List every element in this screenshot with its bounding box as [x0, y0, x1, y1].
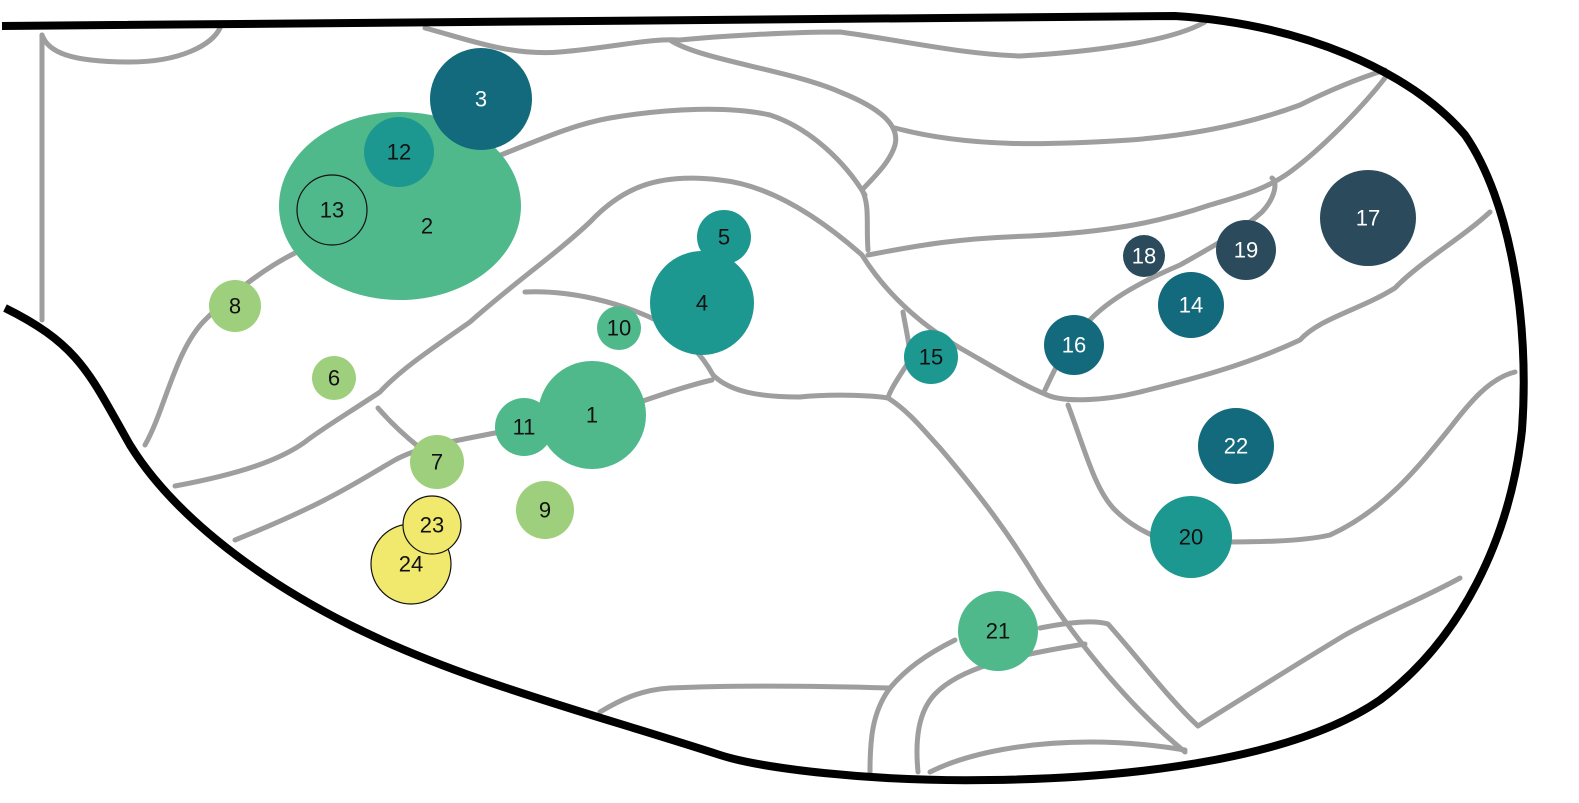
node-21-label: 21: [986, 619, 1010, 644]
node-24-label: 24: [399, 552, 423, 577]
road: [232, 429, 503, 543]
road: [865, 75, 1388, 258]
road: [597, 683, 893, 715]
road: [485, 106, 868, 198]
node-6: 6: [312, 356, 356, 400]
node-12-label: 12: [387, 140, 411, 165]
node-14-label: 14: [1179, 293, 1203, 318]
node-16-label: 16: [1062, 333, 1086, 358]
node-20-label: 20: [1179, 525, 1203, 550]
node-10: 10: [597, 306, 641, 350]
node-7-circle: [410, 435, 464, 489]
node-1: 1: [538, 361, 646, 469]
node-20-circle: [1150, 496, 1232, 578]
node-19-circle: [1216, 220, 1276, 280]
road: [892, 67, 1388, 147]
node-1-circle: [538, 361, 646, 469]
road: [867, 637, 958, 775]
road: [39, 25, 223, 65]
node-22-label: 22: [1224, 434, 1248, 459]
node-19: 19: [1216, 220, 1276, 280]
road: [1037, 575, 1463, 729]
node-22: 22: [1198, 408, 1274, 484]
node-19-label: 19: [1234, 238, 1258, 263]
node-16: 16: [1044, 315, 1104, 375]
node-10-circle: [597, 306, 641, 350]
node-2: 2: [279, 112, 521, 300]
node-13-circle: [296, 174, 368, 246]
node-9: 9: [516, 481, 574, 539]
road: [1085, 175, 1278, 325]
road: [667, 37, 899, 253]
node-4: 4: [650, 251, 754, 355]
node-13: 13: [296, 174, 368, 246]
node-17-circle: [1320, 170, 1416, 266]
node-4-label: 4: [696, 291, 708, 316]
node-16-circle: [1044, 315, 1104, 375]
node-6-circle: [312, 356, 356, 400]
node-13-label: 13: [320, 198, 344, 223]
node-5: 5: [697, 210, 751, 264]
node-9-circle: [516, 481, 574, 539]
node-18-circle: [1123, 235, 1165, 277]
region-boundary: [1, 12, 1528, 785]
node-2-circle: [279, 112, 521, 300]
node-8-circle: [209, 280, 261, 332]
node-1-label: 1: [586, 403, 598, 428]
node-3: 3: [430, 48, 532, 150]
node-20: 20: [1150, 496, 1232, 578]
node-5-label: 5: [718, 225, 730, 250]
node-3-label: 3: [475, 87, 487, 112]
road: [885, 395, 1188, 755]
node-15: 15: [904, 330, 958, 384]
node-7: 7: [410, 435, 464, 489]
node-22-circle: [1198, 408, 1274, 484]
node-6-label: 6: [328, 366, 340, 391]
node-15-circle: [904, 330, 958, 384]
road-network: [39, 19, 1518, 775]
road: [927, 739, 1188, 775]
node-12-circle: [364, 117, 434, 187]
node-21: 21: [958, 591, 1038, 671]
road: [1217, 369, 1518, 545]
road: [172, 175, 1493, 489]
node-11-label: 11: [513, 415, 536, 440]
node-8: 8: [209, 280, 261, 332]
node-23: 23: [402, 495, 462, 555]
node-14-circle: [1158, 272, 1224, 338]
node-15-label: 15: [919, 345, 943, 370]
node-18: 18: [1123, 235, 1165, 277]
node-23-label: 23: [420, 513, 444, 538]
node-10-label: 10: [607, 316, 631, 341]
node-11: 11: [495, 398, 553, 456]
node-18-label: 18: [1132, 244, 1156, 269]
node-23-circle: [402, 495, 462, 555]
road: [637, 377, 715, 405]
node-14: 14: [1158, 272, 1224, 338]
node-2-label: 2: [421, 214, 433, 239]
road: [142, 249, 300, 448]
node-9-label: 9: [539, 498, 551, 523]
node-4-circle: [650, 251, 754, 355]
node-11-circle: [495, 398, 553, 456]
node-17: 17: [1320, 170, 1416, 266]
node-8-label: 8: [229, 294, 241, 319]
node-12: 12: [364, 117, 434, 187]
node-3-circle: [430, 48, 532, 150]
node-17-label: 17: [1356, 206, 1380, 231]
road: [422, 19, 1208, 59]
road: [522, 289, 891, 401]
node-21-circle: [958, 591, 1038, 671]
node-7-label: 7: [431, 450, 443, 475]
road: [1065, 402, 1161, 541]
road: [375, 405, 423, 451]
node-5-circle: [697, 210, 751, 264]
